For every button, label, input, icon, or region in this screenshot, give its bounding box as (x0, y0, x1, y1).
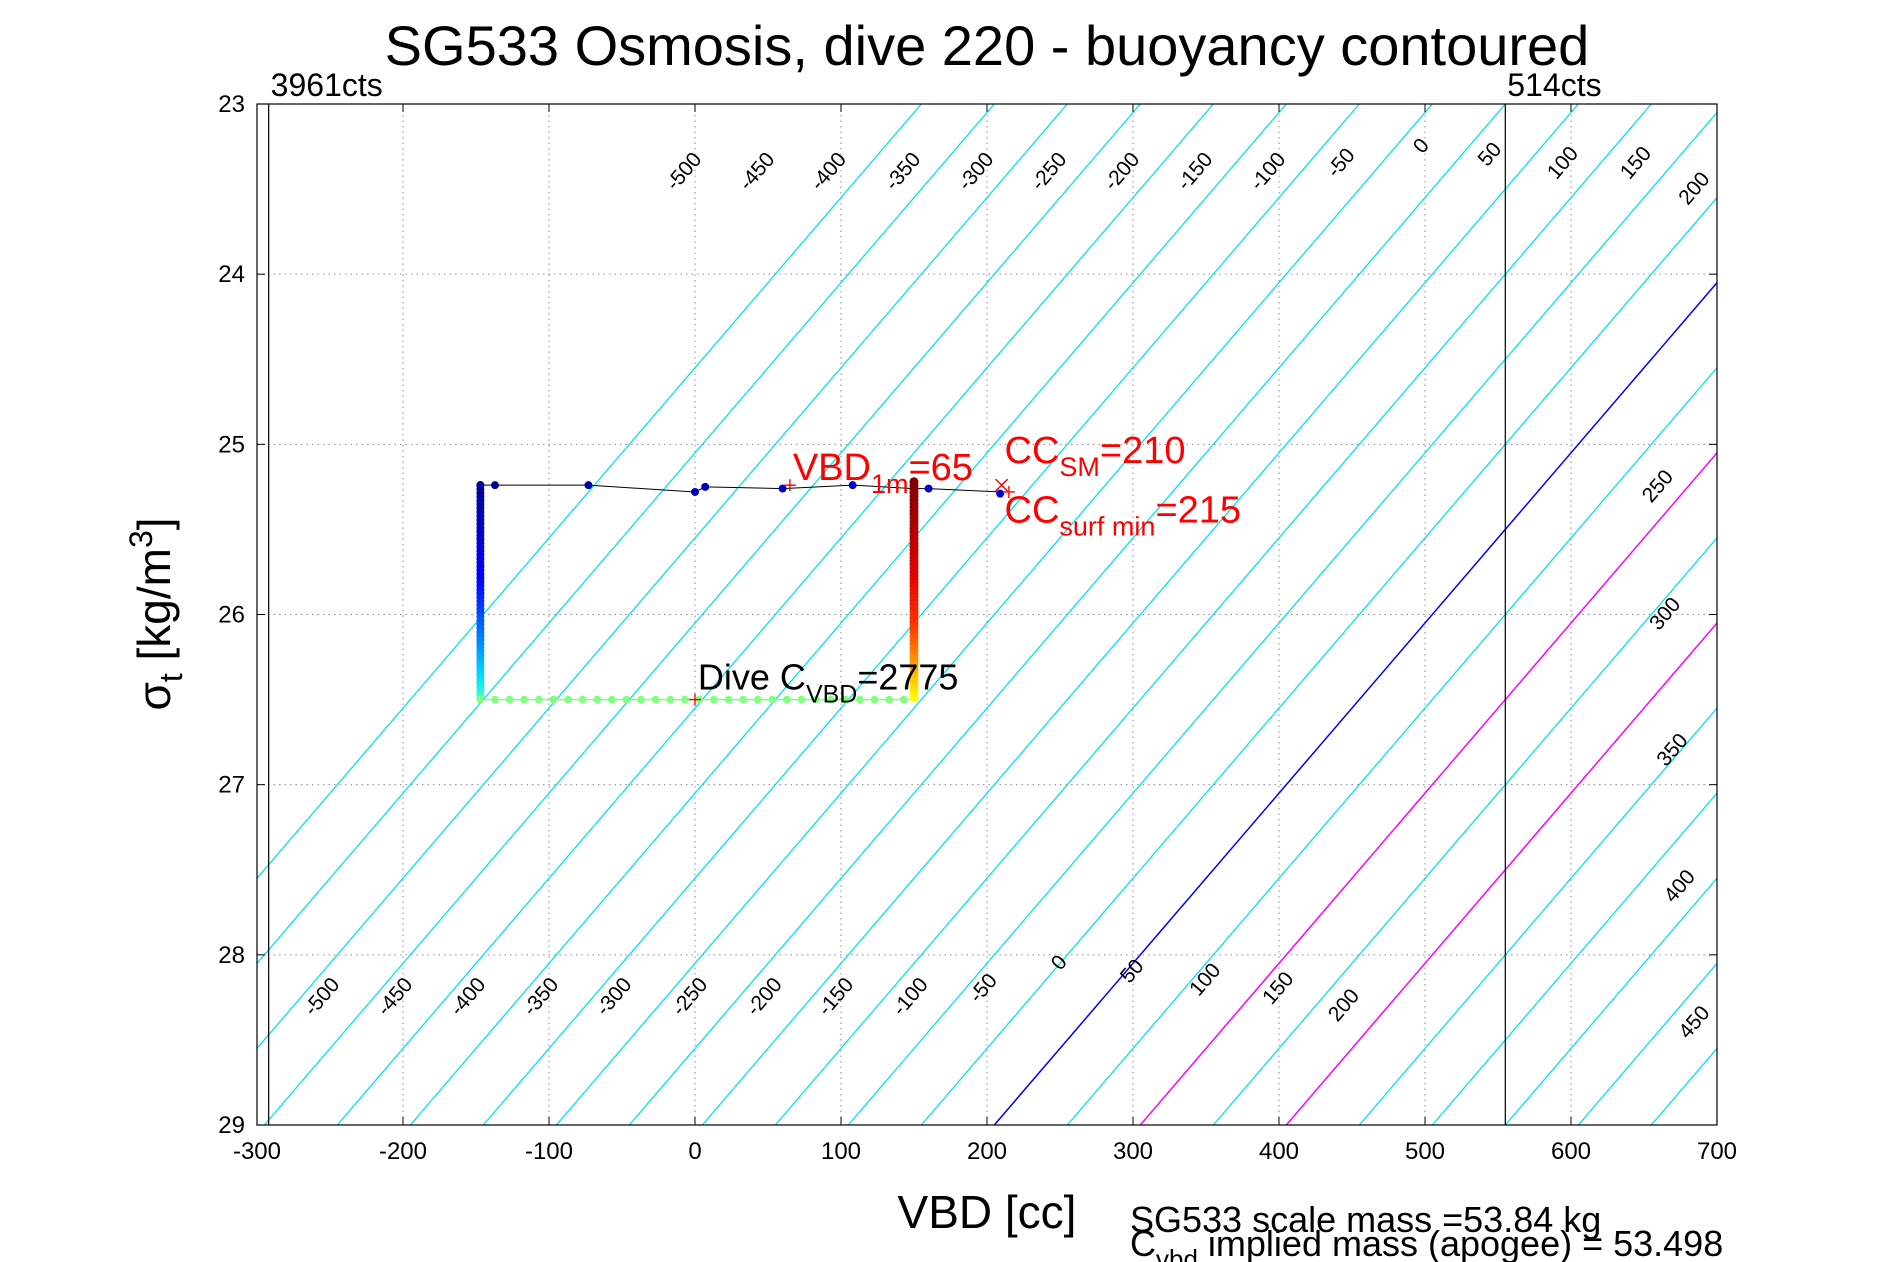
trajectory-point (924, 484, 933, 493)
y-axis-ticks: 23 24 25 26 27 28 29 (218, 91, 1717, 1139)
contour-line (555, 104, 1433, 1125)
y-tick-label: 28 (218, 942, 245, 969)
x-tick-label: 400 (1259, 1138, 1299, 1165)
chart-title: SG533 Osmosis, dive 220 - buoyancy conto… (385, 14, 1590, 77)
contour-line (1724, 104, 1891, 1125)
dive-trajectory (476, 477, 1015, 706)
y-tick-label: 25 (218, 431, 245, 458)
marker-cross (995, 478, 1009, 492)
annotation-dive-cvbd: Dive CVBD=2775 (698, 656, 959, 708)
grid-lines (257, 104, 1717, 1125)
trajectory-line (480, 484, 1002, 493)
footer-implied-base: C (1130, 1223, 1156, 1262)
annotation-cc-sm-rest: =210 (1100, 430, 1186, 472)
contour-line (1431, 792, 1717, 1125)
annotation-dive-cvbd-sub: VBD (806, 680, 857, 708)
contour-line (1504, 877, 1717, 1125)
contour-line (336, 104, 1214, 1125)
marker-plus (689, 693, 701, 706)
buoyancy-contours (257, 104, 1891, 1125)
marker-plus (1002, 485, 1015, 498)
vbd-limit-label-left: 3961cts (271, 67, 383, 103)
contour-line (482, 104, 1360, 1125)
annotation-dive-cvbd-rest: =2775 (857, 656, 958, 697)
x-tick-label: 200 (967, 1138, 1007, 1165)
contour-line (847, 111, 1717, 1125)
x-tick-label: 700 (1697, 1138, 1737, 1165)
annotation-vbd-1m-sub: 1m (871, 469, 909, 499)
x-tick-label: -200 (379, 1138, 427, 1165)
annotation-cc-sm: CCSM=210 (1005, 430, 1186, 482)
trajectory-point (490, 481, 499, 490)
y-tick-label: 26 (218, 602, 245, 629)
contour-line (1285, 621, 1717, 1125)
x-axis-label: VBD [cc] (898, 1186, 1077, 1238)
x-tick-label: 600 (1551, 1138, 1591, 1165)
annotation-cc-surf-min: CCsurf min=215 (1005, 490, 1242, 542)
y-axis-label-sup: 3 (123, 530, 159, 548)
contour-line (628, 104, 1506, 1125)
contour-line (920, 196, 1717, 1125)
x-tick-label: -300 (233, 1138, 281, 1165)
contour-line (1797, 104, 1891, 1125)
x-tick-label: 300 (1113, 1138, 1153, 1165)
trajectory-point (584, 481, 593, 490)
contour-line (263, 104, 1141, 1125)
contour-line (1139, 451, 1717, 1125)
contour-line (409, 104, 1287, 1125)
y-tick-label: 29 (218, 1112, 245, 1139)
annotation-dive-cvbd-base: Dive C (698, 656, 806, 697)
annotation-vbd-1m-base: VBD (793, 447, 871, 489)
y-axis-label-rest: [kg/m (128, 548, 180, 673)
vbd-limit-lines: 3961cts 514cts (268, 67, 1602, 1125)
x-tick-label: -100 (525, 1138, 573, 1165)
y-axis-label-end: ] (128, 517, 180, 530)
trajectory-point (691, 487, 699, 496)
y-axis-label-main: σ (128, 682, 180, 710)
annotation-cc-surf-min-rest: =215 (1155, 490, 1241, 532)
y-tick-label: 24 (218, 261, 245, 288)
y-axis-label: σt [kg/m3] (123, 517, 189, 710)
footer-implied-mass: Cvbd implied mass (apogee) = 53.498 (1130, 1223, 1723, 1262)
trajectory-point (778, 484, 787, 493)
contour-line (1212, 536, 1717, 1125)
footer-implied-rest: implied mass (apogee) = 53.498 (1198, 1223, 1723, 1262)
annotation-vbd-1m-rest: =65 (908, 447, 972, 489)
footer-scale-mass: SG533 scale mass =53.84 kg (1130, 1199, 1601, 1240)
contour-line (701, 104, 1579, 1125)
marker-plus (783, 479, 796, 492)
x-tick-label: 100 (821, 1138, 861, 1165)
footer-implied-sub: vbd (1156, 1244, 1198, 1262)
contour-line (993, 281, 1717, 1125)
x-axis-ticks: -300 -200 -100 0 100 200 300 400 500 600 700 (233, 104, 1737, 1165)
annotation-cc-surf-min-sub: surf min (1059, 512, 1155, 542)
y-tick-label: 27 (218, 772, 245, 799)
contour-line (1870, 104, 1891, 1125)
trajectory-point (848, 481, 857, 490)
x-tick-label: 0 (688, 1138, 701, 1165)
trajectory-point (996, 489, 1005, 498)
annotation-cc-sm-base: CC (1005, 430, 1060, 472)
trajectory-point (701, 482, 710, 491)
y-axis-label-sub: t (153, 673, 189, 682)
annotation-vbd-1m: VBD1m=65 (793, 447, 973, 499)
y-tick-label: 23 (218, 91, 245, 118)
contour-line (257, 104, 1068, 1050)
annotation-cc-surf-min-base: CC (1005, 490, 1060, 532)
x-tick-label: 500 (1405, 1138, 1445, 1165)
vbd-limit-label-right: 514cts (1507, 67, 1601, 103)
ascent-point (909, 477, 919, 487)
annotation-cc-sm-sub: SM (1059, 452, 1100, 482)
